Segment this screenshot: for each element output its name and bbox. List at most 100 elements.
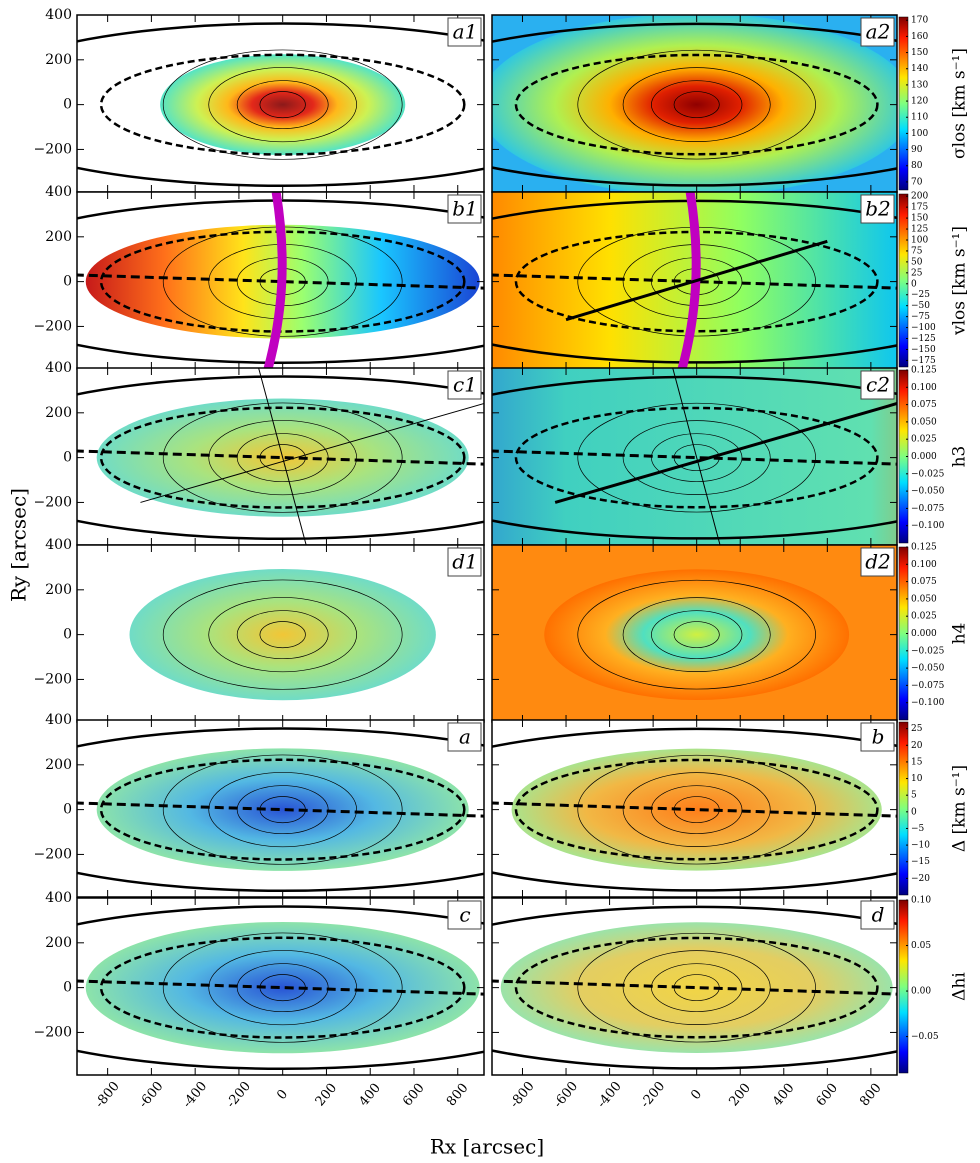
- panel-label-box: [860, 17, 895, 47]
- y-tick-label: −200: [34, 1024, 72, 1040]
- contour: [162, 932, 403, 1043]
- map: [77, 898, 484, 1075]
- x-tick-label: 400: [356, 1081, 383, 1110]
- colorbar-tick-label: −150: [911, 345, 936, 355]
- dashed-ellipse: [514, 758, 879, 861]
- panel: b: [491, 719, 898, 898]
- major-axis: [492, 979, 897, 996]
- colorbar-label: Δ [km s⁻¹]: [950, 765, 970, 852]
- colorbar-tick-label: −0.025: [911, 646, 945, 656]
- contour: [622, 67, 771, 142]
- colorbar-tick-label: 20: [911, 741, 923, 751]
- x-tick-label: -200: [224, 1079, 254, 1111]
- colorbar-tick-label: 100: [911, 129, 928, 139]
- y-tick-label: 400: [45, 360, 72, 376]
- frame: [491, 897, 898, 1076]
- contour: [162, 754, 403, 865]
- map-field: [492, 15, 897, 192]
- contour: [162, 579, 403, 690]
- panel-label: b: [872, 725, 885, 749]
- panel: −200 0 200 400 c1: [34, 360, 485, 546]
- colorbar: 25 20 15 10 5 0 −5 −10 −15 −20 Δ [km s⁻¹]: [898, 721, 970, 896]
- panel-label-box: [447, 722, 482, 752]
- colorbar-tick-label: 0.125: [911, 366, 937, 376]
- y-tick-label: 0: [63, 274, 72, 290]
- x-tick-label: 800: [857, 1081, 884, 1110]
- x-tick-label: 0: [688, 1087, 705, 1103]
- colorbar-tick-label: −0.050: [911, 664, 945, 674]
- map: [492, 15, 897, 192]
- colorbar-tick-label: 0.05: [911, 941, 931, 951]
- y-tick-label: −200: [34, 141, 72, 157]
- contour: [622, 772, 771, 847]
- y-tick-label: 200: [45, 52, 72, 68]
- map: [492, 192, 897, 369]
- y-tick-label: 400: [45, 890, 72, 906]
- kin-axis: [554, 401, 897, 504]
- y-tick-label: 0: [63, 980, 72, 996]
- dashed-ellipse: [514, 936, 879, 1039]
- y-tick-label: 400: [45, 712, 72, 728]
- colorbar-tick-label: 25: [911, 724, 923, 734]
- dashed-ellipse: [514, 406, 879, 509]
- colorbar-tick-label: 5: [911, 791, 917, 801]
- colorbar-tick-label: 0.10: [911, 896, 931, 906]
- dashed-ellipse: [99, 936, 466, 1039]
- frame: [76, 719, 485, 898]
- x-tick-label: -600: [136, 1079, 166, 1111]
- y-tick-label: 0: [63, 97, 72, 113]
- panel: -800 -600 -400 -200 0 200 400 600 800 d: [491, 897, 898, 1111]
- colorbar-tick-label: 160: [911, 32, 928, 42]
- panel-label: d1: [452, 550, 478, 574]
- colorbar-tick-label: 0.00: [911, 987, 931, 997]
- colorbar-tick-label: 200: [911, 192, 928, 202]
- colorbar-tick-label: 90: [911, 145, 923, 155]
- dashed-ellipse: [99, 53, 466, 156]
- y-tick-label: −200: [34, 671, 72, 687]
- colorbar-label: vlos [km s⁻¹]: [950, 226, 970, 336]
- x-tick-label: 600: [400, 1081, 427, 1110]
- panel: a2: [491, 14, 898, 193]
- colorbar-bar: [898, 193, 909, 368]
- contour: [673, 621, 720, 649]
- colorbar-tick-label: 150: [911, 214, 928, 224]
- colorbar: 0.125 0.100 0.075 0.050 0.025 0.000 −0.025 −0.0…: [898, 543, 970, 721]
- panel-label: a2: [866, 20, 891, 44]
- colorbar-bar: [898, 16, 909, 191]
- colorbar-tick-label: 170: [911, 16, 928, 26]
- frame: [76, 897, 485, 1076]
- panel-label-box: [447, 370, 482, 400]
- panel-label: c: [459, 903, 470, 927]
- colorbar-tick-label: −0.100: [911, 521, 945, 531]
- panel-label-box: [447, 547, 482, 577]
- panel-label-box: [860, 194, 895, 224]
- panel: −200 0 200 400 b1: [34, 184, 485, 370]
- y-tick-label: −200: [34, 318, 72, 334]
- map-field: [85, 921, 480, 1054]
- map-field: [511, 748, 882, 871]
- panel-label: a1: [453, 20, 478, 44]
- y-tick-label: 0: [63, 802, 72, 818]
- colorbar-tick-label: −0.05: [911, 1032, 939, 1042]
- contour: [259, 91, 306, 119]
- contour: [577, 754, 816, 865]
- colorbar-label: σlos [km s⁻¹]: [950, 48, 970, 159]
- dashed-ellipse: [99, 406, 466, 509]
- colorbar-tick-label: 150: [911, 48, 928, 58]
- colorbar-tick-label: −10: [911, 841, 930, 851]
- contour: [577, 402, 816, 513]
- x-tick-label: 200: [727, 1081, 754, 1110]
- colorbar-tick-label: −25: [911, 290, 930, 300]
- colorbar-tick-label: 175: [911, 203, 928, 213]
- colorbar-tick-label: 130: [911, 80, 928, 90]
- colorbar-tick-label: −5: [911, 824, 925, 834]
- contour: [208, 420, 357, 496]
- colorbar-tick-label: −15: [911, 857, 930, 867]
- dashed-ellipse: [99, 230, 466, 333]
- colorbar-tick-label: 80: [911, 161, 923, 171]
- colorbar-tick-label: 25: [911, 268, 923, 278]
- colorbar-bar: [898, 899, 909, 1074]
- contour: [577, 49, 816, 160]
- map: [492, 898, 897, 1075]
- panel-label-box: [860, 722, 895, 752]
